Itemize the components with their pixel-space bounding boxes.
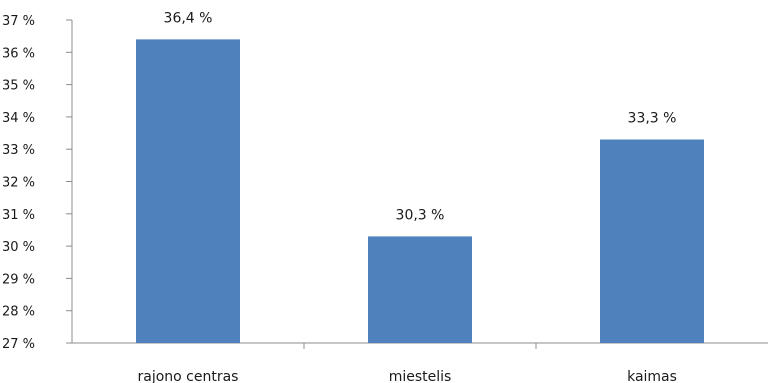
data-label-1: 30,3 % [396,207,445,223]
y-tick-label: 37 % [2,14,35,29]
bars [136,39,704,343]
y-tick-label: 34 % [2,111,35,126]
x-tick-label-1: miestelis [389,369,452,383]
data-label-0: 36,4 % [164,10,213,26]
y-tick-label: 31 % [2,208,35,223]
bar-1 [368,236,472,343]
x-tick-label-2: kaimas [627,369,677,383]
data-label-2: 33,3 % [628,111,677,127]
data-labels: 36,4 % 30,3 % 33,3 % [164,10,677,223]
y-tick-label: 33 % [2,143,35,158]
y-tick-label: 27 % [2,337,35,352]
y-tick-label: 28 % [2,305,35,320]
y-tick-label: 29 % [2,272,35,287]
x-axis-labels: rajono centras miestelis kaimas [138,369,677,383]
y-tick-label: 35 % [2,79,35,94]
y-axis-ticks: 27 % 28 % 29 % 30 % 31 % 32 % 33 % 34 % 35 % 36 %… [2,14,72,352]
bar-0 [136,39,240,343]
y-tick-label: 36 % [2,46,35,61]
bar-2 [600,139,704,343]
y-tick-label: 32 % [2,176,35,191]
y-tick-label: 30 % [2,240,35,255]
x-tick-label-0: rajono centras [138,369,239,383]
